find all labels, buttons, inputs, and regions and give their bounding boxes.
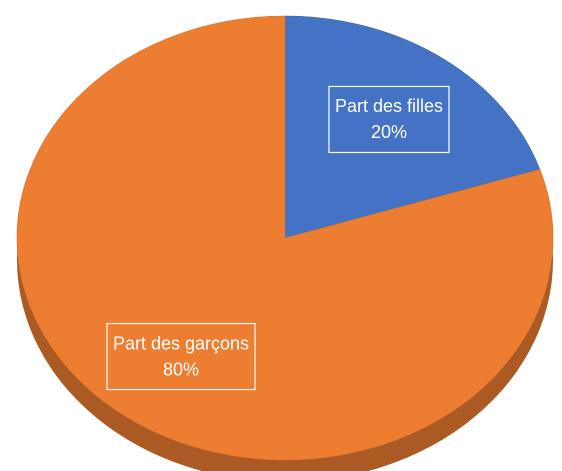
data-label-category: Part des filles <box>335 96 443 116</box>
data-label-box <box>106 322 256 391</box>
data-label-value: 80% <box>163 359 199 379</box>
data-label-category: Part des garçons <box>113 333 249 353</box>
data-label-value: 20% <box>371 122 407 142</box>
data-label-box <box>328 85 450 154</box>
